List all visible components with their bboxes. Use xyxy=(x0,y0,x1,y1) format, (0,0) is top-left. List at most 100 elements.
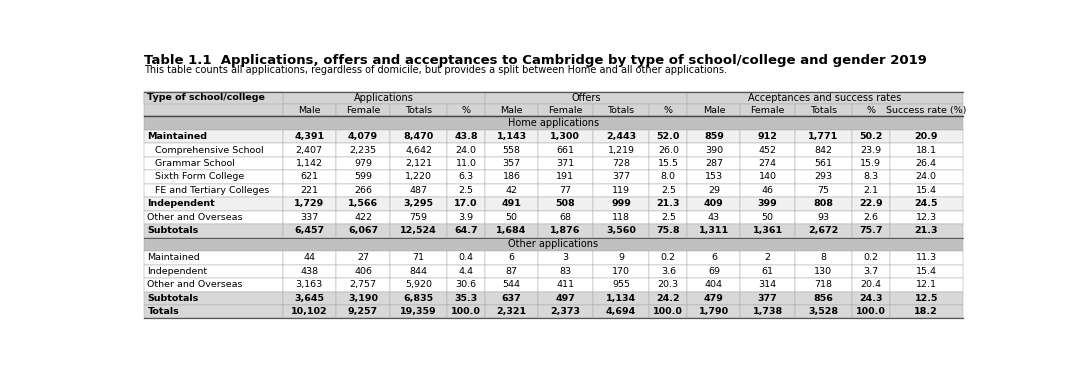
Bar xyxy=(538,278,593,292)
Text: 191: 191 xyxy=(556,172,575,181)
Text: 17.0: 17.0 xyxy=(455,200,477,209)
Text: 3,295: 3,295 xyxy=(404,200,433,209)
Text: 8: 8 xyxy=(821,253,826,262)
Bar xyxy=(538,305,593,318)
Text: 718: 718 xyxy=(814,280,833,289)
Bar xyxy=(851,157,890,170)
Text: 100.0: 100.0 xyxy=(855,307,886,316)
Text: 2.5: 2.5 xyxy=(661,186,676,195)
Bar xyxy=(795,157,851,170)
Text: 3.7: 3.7 xyxy=(863,267,878,276)
Text: 3,163: 3,163 xyxy=(296,280,323,289)
Text: 1,300: 1,300 xyxy=(551,132,580,141)
Text: 2.6: 2.6 xyxy=(863,213,878,222)
Bar xyxy=(390,143,447,157)
Text: 1,219: 1,219 xyxy=(607,145,634,154)
Bar xyxy=(447,143,485,157)
Bar xyxy=(649,157,688,170)
Bar xyxy=(593,170,649,184)
Bar xyxy=(740,130,795,143)
Text: 508: 508 xyxy=(555,200,576,209)
Text: 2.1: 2.1 xyxy=(863,186,878,195)
Text: 100.0: 100.0 xyxy=(653,307,684,316)
Bar xyxy=(485,305,538,318)
Bar xyxy=(740,170,795,184)
Bar xyxy=(890,265,962,278)
Bar xyxy=(593,292,649,305)
Text: 35.3: 35.3 xyxy=(455,294,477,303)
Bar xyxy=(890,104,962,116)
Text: 24.0: 24.0 xyxy=(916,172,936,181)
Bar xyxy=(649,265,688,278)
Bar xyxy=(538,104,593,116)
Text: 357: 357 xyxy=(502,159,521,168)
Text: Type of school/college: Type of school/college xyxy=(147,93,266,102)
Bar xyxy=(740,265,795,278)
Text: Table 1.1  Applications, offers and acceptances to Cambridge by type of school/c: Table 1.1 Applications, offers and accep… xyxy=(145,54,927,67)
Bar xyxy=(283,197,336,211)
Bar xyxy=(740,104,795,116)
Bar xyxy=(283,184,336,197)
Text: 46: 46 xyxy=(761,186,773,195)
Text: 24.3: 24.3 xyxy=(859,294,882,303)
Bar xyxy=(336,211,390,224)
Text: 15.9: 15.9 xyxy=(860,159,881,168)
Bar xyxy=(851,265,890,278)
Bar xyxy=(593,305,649,318)
Text: 912: 912 xyxy=(758,132,778,141)
Text: 314: 314 xyxy=(758,280,777,289)
Bar xyxy=(145,92,283,104)
Text: 15.4: 15.4 xyxy=(916,186,936,195)
Bar xyxy=(795,184,851,197)
Text: 859: 859 xyxy=(704,132,724,141)
Bar xyxy=(649,197,688,211)
Bar xyxy=(649,305,688,318)
Bar xyxy=(890,211,962,224)
Bar xyxy=(795,265,851,278)
Text: 808: 808 xyxy=(813,200,834,209)
Bar xyxy=(740,211,795,224)
Bar xyxy=(145,278,283,292)
Text: 371: 371 xyxy=(556,159,575,168)
Text: 20.9: 20.9 xyxy=(915,132,939,141)
Text: 293: 293 xyxy=(814,172,833,181)
Bar xyxy=(145,305,283,318)
Text: 1,142: 1,142 xyxy=(296,159,323,168)
Bar xyxy=(390,265,447,278)
Text: Totals: Totals xyxy=(810,106,837,115)
Bar xyxy=(649,278,688,292)
Text: 15.4: 15.4 xyxy=(916,267,936,276)
Bar xyxy=(649,143,688,157)
Bar xyxy=(740,305,795,318)
Text: 1,361: 1,361 xyxy=(753,226,783,235)
Bar xyxy=(890,292,962,305)
Text: Other and Overseas: Other and Overseas xyxy=(147,280,243,289)
Text: 266: 266 xyxy=(354,186,372,195)
Bar xyxy=(145,116,962,130)
Text: 42: 42 xyxy=(505,186,517,195)
Text: 118: 118 xyxy=(612,213,630,222)
Bar xyxy=(795,251,851,265)
Bar xyxy=(890,278,962,292)
Text: 18.1: 18.1 xyxy=(916,145,936,154)
Text: 377: 377 xyxy=(612,172,630,181)
Bar xyxy=(740,251,795,265)
Bar xyxy=(485,224,538,238)
Text: Totals: Totals xyxy=(147,307,179,316)
Text: 64.7: 64.7 xyxy=(455,226,477,235)
Bar xyxy=(538,224,593,238)
Text: 1,729: 1,729 xyxy=(294,200,324,209)
Bar xyxy=(390,251,447,265)
Text: 69: 69 xyxy=(707,267,720,276)
Bar xyxy=(593,157,649,170)
Text: 274: 274 xyxy=(758,159,777,168)
Text: Sixth Form College: Sixth Form College xyxy=(156,172,244,181)
Bar xyxy=(390,305,447,318)
Text: 9: 9 xyxy=(618,253,624,262)
Text: 3,528: 3,528 xyxy=(808,307,838,316)
Bar xyxy=(649,224,688,238)
Text: Male: Male xyxy=(500,106,523,115)
Text: 2,443: 2,443 xyxy=(606,132,636,141)
Text: 1,220: 1,220 xyxy=(405,172,432,181)
Bar xyxy=(336,184,390,197)
